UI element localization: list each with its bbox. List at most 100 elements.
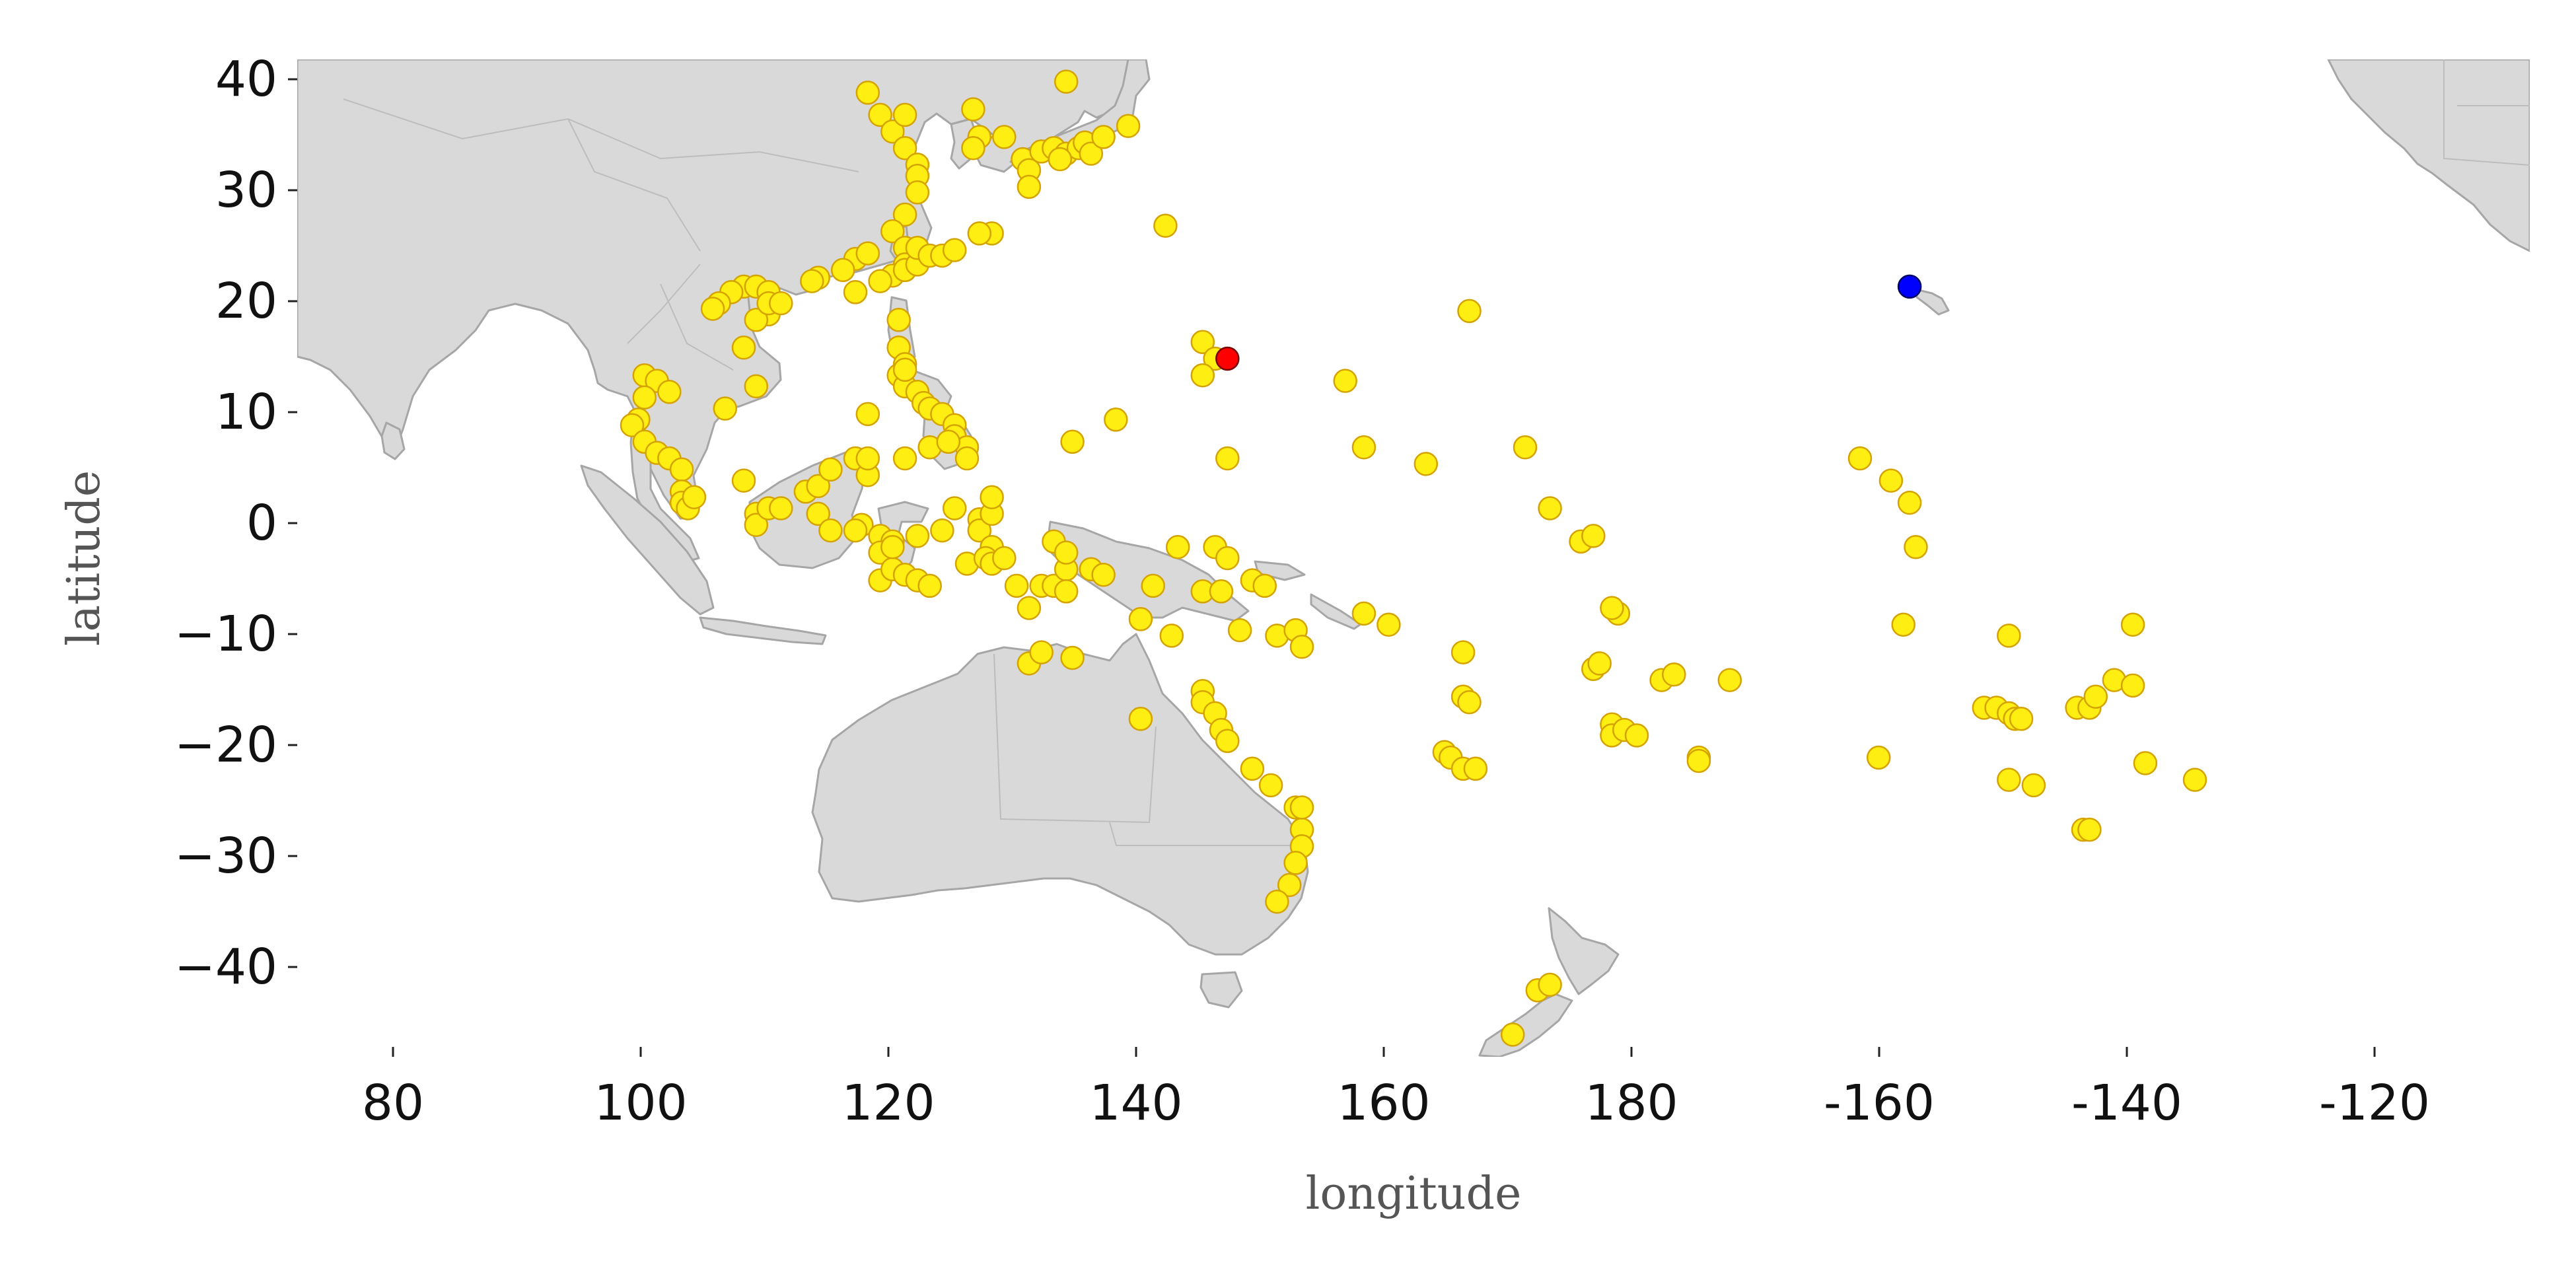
location-marker: [1252, 573, 1277, 598]
location-marker: [880, 119, 905, 144]
x-tick-label: -140: [2071, 1075, 2182, 1131]
location-marker: [1581, 524, 1606, 548]
location-marker: [1904, 534, 1928, 559]
highlight-marker-red: [1215, 346, 1240, 371]
x-axis-title: longitude: [1306, 1168, 1522, 1220]
location-marker: [942, 238, 967, 262]
y-tick-label: 40: [215, 51, 277, 108]
location-marker: [1289, 634, 1314, 659]
x-tick-label: 80: [362, 1075, 424, 1131]
location-marker: [1717, 668, 1742, 692]
location-marker: [1289, 795, 1314, 820]
location-marker: [1060, 645, 1085, 670]
location-marker: [855, 402, 880, 427]
location-marker: [1017, 174, 1042, 199]
x-tick-label: 100: [594, 1075, 687, 1131]
y-tick-label: 30: [215, 162, 277, 219]
y-tick-label: −40: [174, 939, 277, 995]
location-marker: [2077, 817, 2102, 842]
y-axis: 40 30 20 10 0 −10 −20 −30 −40: [174, 51, 297, 995]
location-marker: [700, 297, 725, 321]
location-marker: [1891, 612, 1915, 637]
location-marker: [905, 524, 930, 548]
land-new-zealand-north: [1548, 907, 1620, 995]
land-north-america: [2327, 59, 2530, 252]
location-marker: [1265, 889, 1289, 914]
location-marker: [769, 496, 793, 520]
location-marker: [1054, 579, 1079, 604]
location-marker: [1450, 640, 1476, 664]
location-marker: [1500, 1022, 1525, 1047]
location-marker: [942, 496, 967, 520]
location-marker: [1513, 435, 1538, 460]
location-marker: [1277, 873, 1302, 898]
location-marker: [1215, 546, 1240, 571]
location-marker: [855, 81, 880, 105]
location-marker: [1190, 330, 1215, 355]
location-marker: [744, 513, 769, 537]
location-marker: [954, 446, 980, 471]
location-marker: [967, 518, 992, 543]
location-marker: [1116, 114, 1141, 138]
location-marker: [855, 446, 880, 471]
location-marker: [1413, 452, 1439, 476]
location-marker: [1662, 662, 1686, 687]
y-tick-label: 10: [215, 384, 277, 441]
location-marker: [905, 180, 930, 205]
location-marker: [1847, 446, 1873, 471]
land-hawaii: [1914, 288, 1950, 316]
location-marker: [1153, 213, 1178, 238]
y-tick-label: 20: [215, 273, 277, 330]
location-marker: [1258, 773, 1283, 798]
location-marker: [657, 380, 682, 404]
location-marker: [1897, 490, 1922, 515]
location-marker: [1333, 369, 1357, 393]
location-marker: [1165, 534, 1190, 559]
location-marker: [917, 573, 942, 598]
location-marker: [1538, 496, 1562, 520]
location-marker: [892, 202, 917, 227]
location-marker: [1159, 624, 1184, 648]
location-marker: [868, 102, 892, 127]
location-marker: [1878, 468, 1904, 493]
location-marker: [880, 534, 905, 559]
location-marker: [1079, 141, 1104, 166]
location-marker: [892, 102, 917, 127]
location-marker: [1351, 601, 1377, 626]
location-marker: [2133, 751, 2158, 775]
location-marker: [1209, 579, 1234, 604]
land-java: [699, 616, 827, 645]
land-new-zealand-south: [1478, 993, 1573, 1057]
location-marker: [1997, 768, 2021, 792]
location-marker: [669, 457, 694, 482]
x-tick-label: 120: [841, 1075, 935, 1131]
location-marker: [2120, 673, 2145, 698]
location-marker: [868, 269, 892, 293]
land-australia: [811, 633, 1309, 956]
location-marker: [830, 258, 855, 283]
location-marker: [2009, 707, 2034, 731]
location-marker: [682, 485, 707, 509]
scatter-markers: [620, 69, 2207, 1047]
location-marker: [818, 457, 843, 482]
location-marker: [620, 413, 645, 437]
location-marker: [1029, 640, 1054, 664]
location-marker: [1128, 707, 1153, 731]
location-marker: [880, 219, 905, 244]
x-tick-label: 160: [1337, 1075, 1430, 1131]
location-marker: [1686, 748, 1711, 773]
y-tick-label: −20: [174, 717, 277, 773]
location-marker: [818, 518, 843, 543]
location-marker: [2120, 612, 2145, 637]
x-tick-label: -120: [2319, 1075, 2430, 1131]
location-marker: [744, 374, 769, 399]
land-sumatra: [580, 464, 715, 616]
x-tick-label: 140: [1089, 1075, 1182, 1131]
y-axis-title: latitude: [58, 470, 110, 646]
location-marker: [961, 97, 985, 122]
border-lines: [343, 59, 2530, 846]
location-marker: [713, 396, 738, 421]
location-marker: [1587, 651, 1612, 676]
location-marker: [967, 221, 992, 246]
